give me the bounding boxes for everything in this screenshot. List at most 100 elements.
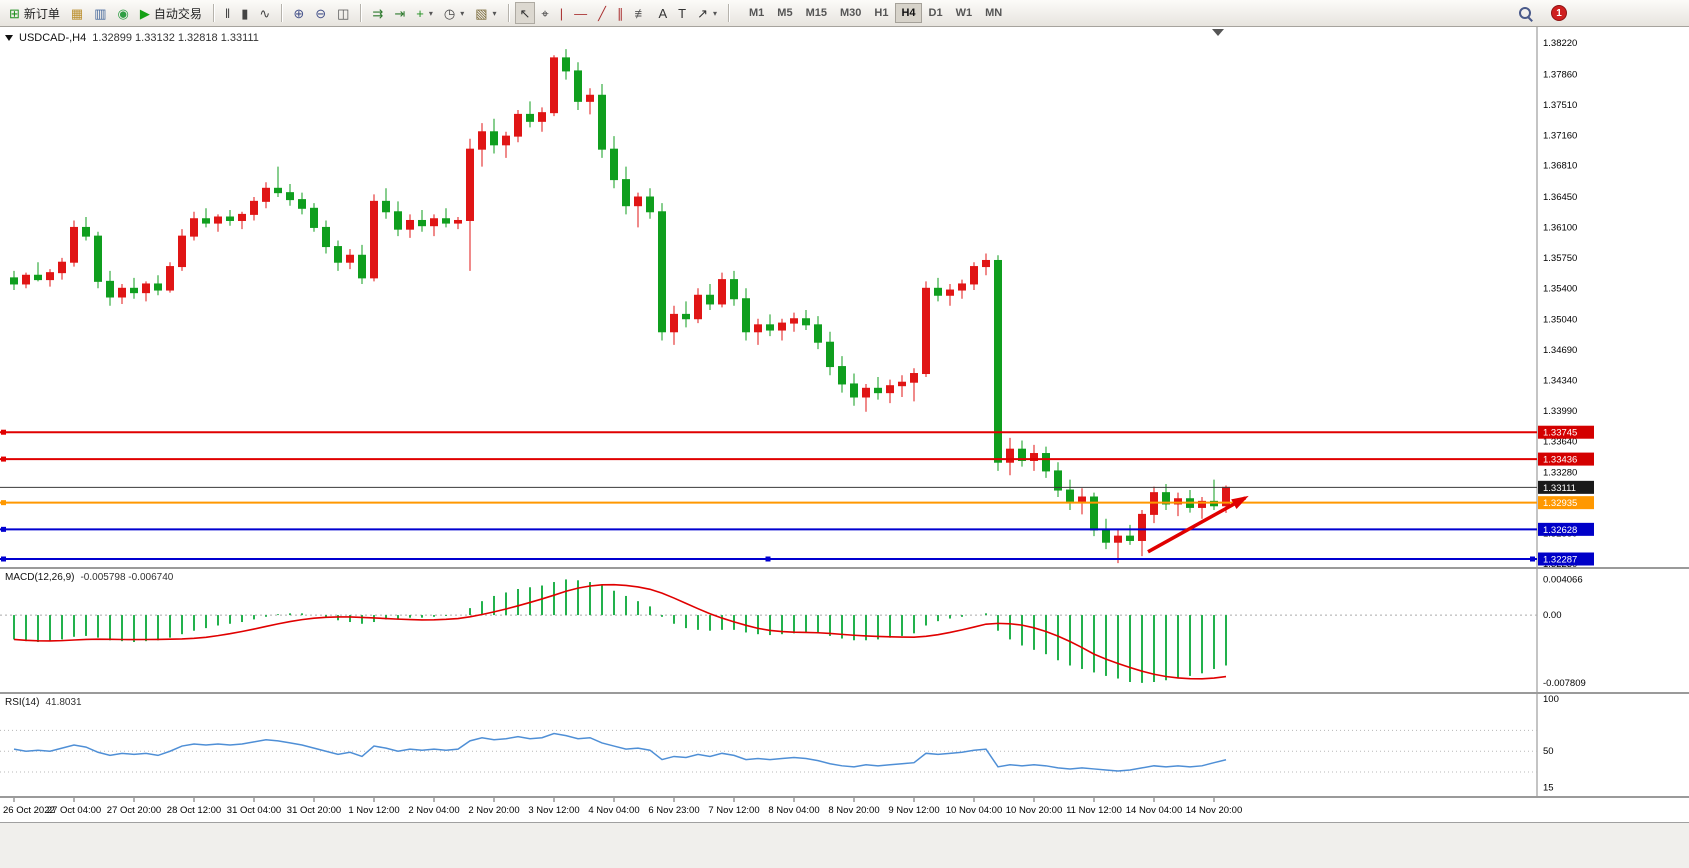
candle-body[interactable] [370,200,378,279]
candle-body[interactable] [154,283,162,291]
candle-body[interactable] [634,196,642,207]
candle-body[interactable] [706,294,714,305]
candle-body[interactable] [526,113,534,122]
panel-splitter[interactable] [0,567,1689,569]
candle-body[interactable] [46,272,54,281]
candle-body[interactable] [994,259,1002,463]
candle-body[interactable] [142,283,150,294]
timeframe-d1[interactable]: D1 [923,3,949,23]
candle-body[interactable] [430,218,438,227]
navigator-button[interactable]: ◉ [113,2,134,24]
candle-body[interactable] [418,219,426,227]
candle-body[interactable] [382,200,390,213]
candle-body[interactable] [478,131,486,150]
auto-scroll-button[interactable]: ⇉ [367,2,388,24]
search-icon[interactable] [1517,5,1533,21]
rsi-panel[interactable]: 100 50 15 [0,694,1689,796]
dropdown-caret-icon[interactable]: ▾ [713,8,718,18]
candle-body[interactable] [94,235,102,282]
candle-body[interactable] [466,148,474,221]
crosshair-button[interactable]: ⌖ [536,2,553,24]
candle-body[interactable] [1066,489,1074,502]
candle-body[interactable] [310,207,318,228]
candle-body[interactable] [982,259,990,268]
timeframe-mn[interactable]: MN [979,3,1008,23]
candle-body[interactable] [658,211,666,333]
candle-body[interactable] [274,187,282,194]
price-chart-panel[interactable]: 1.38220 1.37860 1.37510 1.37160 1.36810 1.364… [0,27,1689,567]
candle-body[interactable] [214,216,222,224]
bar-chart-button[interactable]: ‖ [220,2,235,24]
candle-body[interactable] [454,219,462,224]
candle-body[interactable] [838,366,846,385]
timeframe-w1[interactable]: W1 [950,3,979,23]
candle-body[interactable] [1030,453,1038,461]
candle-body[interactable] [802,318,810,326]
candle-body[interactable] [826,341,834,368]
candle-body[interactable] [1078,496,1086,502]
price-axis[interactable]: 1.38220 1.37860 1.37510 1.37160 1.36810 1.364… [1536,27,1594,567]
candle-body[interactable] [178,235,186,268]
cursor-button[interactable]: ↖ [514,2,536,24]
candle-body[interactable] [358,254,366,279]
chart-shift-button[interactable]: ⇥ [389,2,410,24]
horizontal-line-button[interactable]: — [569,2,592,24]
candle-body[interactable] [346,254,354,263]
candle-body[interactable] [286,192,294,201]
candle-body[interactable] [694,294,702,320]
zoom-out-button[interactable]: ⊖ [310,2,331,24]
candle-body[interactable] [322,226,330,248]
templates-button[interactable]: ▧ ▾ [470,2,501,24]
candle-body[interactable] [670,313,678,333]
candle-body[interactable] [394,211,402,230]
candle-body[interactable] [298,199,306,209]
candle-body[interactable] [106,280,114,298]
candle-body[interactable] [1114,535,1122,543]
candle-body[interactable] [778,322,786,331]
candle-body[interactable] [1174,498,1182,505]
charts-grid-button[interactable]: ▦ [66,2,88,24]
candle-body[interactable] [610,148,618,181]
candle-body[interactable] [1102,529,1110,543]
trendline-button[interactable]: ╱ [593,2,611,24]
candle-body[interactable] [910,373,918,383]
dropdown-caret-icon[interactable]: ▾ [428,8,433,18]
candle-body[interactable] [406,219,414,230]
candle-body[interactable] [718,279,726,305]
line-chart-button[interactable]: ∿ [254,2,275,24]
new-order-button[interactable]: ⊞ 新订单 [4,2,65,24]
candles[interactable] [10,49,1230,564]
line-handle[interactable] [1,500,6,506]
candle-body[interactable] [898,381,906,387]
fibonacci-button[interactable]: ≢ [629,2,652,24]
candle-body[interactable] [598,94,606,150]
line-handle[interactable] [1,556,6,562]
candle-body[interactable] [130,287,138,294]
timeframe-h1[interactable]: H1 [868,3,894,23]
candle-body[interactable] [682,313,690,320]
zoom-in-button[interactable]: ⊕ [288,2,309,24]
candle-body[interactable] [550,57,558,114]
candle-body[interactable] [934,287,942,296]
timeframe-m1[interactable]: M1 [743,3,770,23]
candle-body[interactable] [34,274,42,281]
candle-body[interactable] [238,213,246,221]
candle-body[interactable] [862,387,870,398]
candle-body[interactable] [814,324,822,343]
candle-body[interactable] [1042,453,1050,472]
candle-body[interactable] [790,318,798,324]
vertical-line-button[interactable]: | [555,2,568,24]
candle-body[interactable] [1198,500,1206,508]
candle-body[interactable] [202,218,210,224]
candle-body[interactable] [70,226,78,263]
candle-body[interactable] [490,131,498,146]
candle-body[interactable] [730,279,738,300]
candlestick-button[interactable]: ▮ [236,2,253,24]
macd-panel[interactable]: 0.004066 0.00 -0.007809 [0,569,1689,692]
candle-body[interactable] [22,274,30,285]
candle-body[interactable] [514,113,522,137]
candle-body[interactable] [1018,448,1026,461]
candle-body[interactable] [1162,492,1170,505]
chart-shift-marker[interactable] [1212,29,1224,42]
candle-body[interactable] [766,324,774,331]
